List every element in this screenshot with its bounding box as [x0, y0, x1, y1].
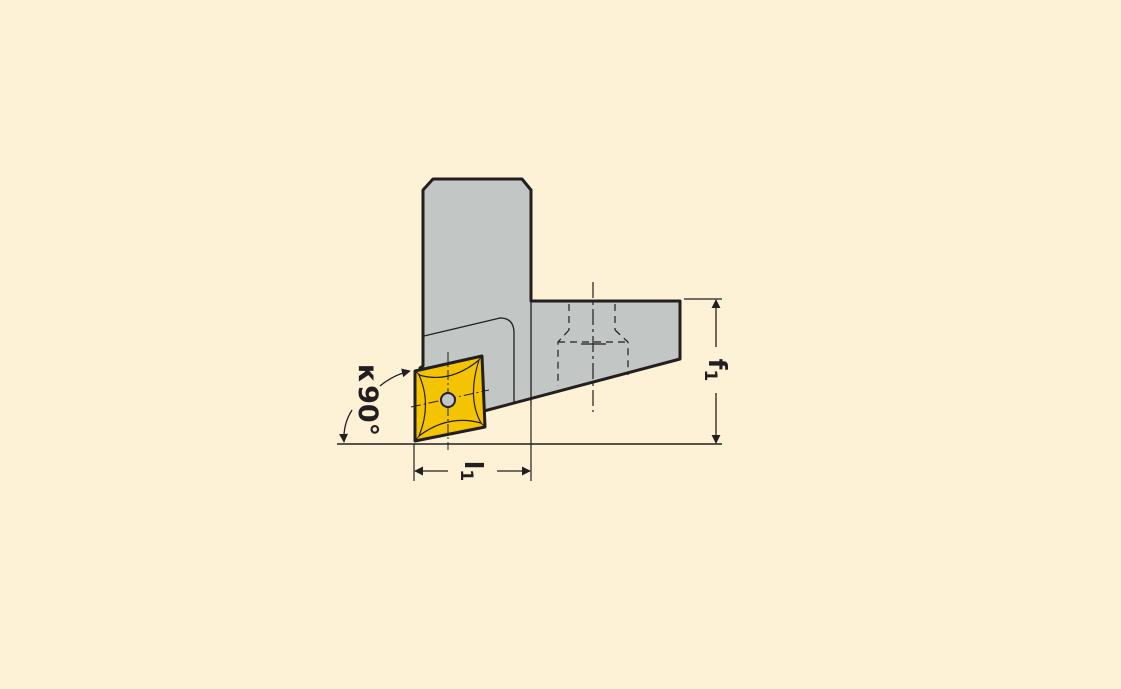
l1-subscript: 1: [456, 469, 476, 481]
hidden-lines: [557, 304, 629, 386]
angle-symbol: κ: [353, 364, 384, 383]
angle-arc-upper: [379, 368, 411, 387]
insert: [410, 352, 490, 450]
svg-text:l1: l1: [456, 461, 488, 481]
f1-symbol: f: [703, 359, 732, 371]
l1-symbol: l: [459, 461, 488, 470]
f1-label: f1: [700, 359, 732, 382]
l1-dimension: [413, 404, 532, 481]
insert-screw-hole: [440, 392, 456, 408]
svg-text:f1: f1: [700, 359, 732, 382]
f1-dimension: [684, 298, 722, 444]
angle-arc-lower: [339, 409, 353, 443]
angle-value: 90°: [353, 385, 384, 436]
l1-label: l1: [456, 461, 488, 481]
svg-text:κ90°: κ 90°: [353, 364, 384, 436]
angle-label: κ 90°: [353, 364, 384, 436]
f1-subscript: 1: [700, 370, 720, 382]
tool-body: [418, 177, 682, 413]
body-edge-line: [423, 317, 515, 403]
